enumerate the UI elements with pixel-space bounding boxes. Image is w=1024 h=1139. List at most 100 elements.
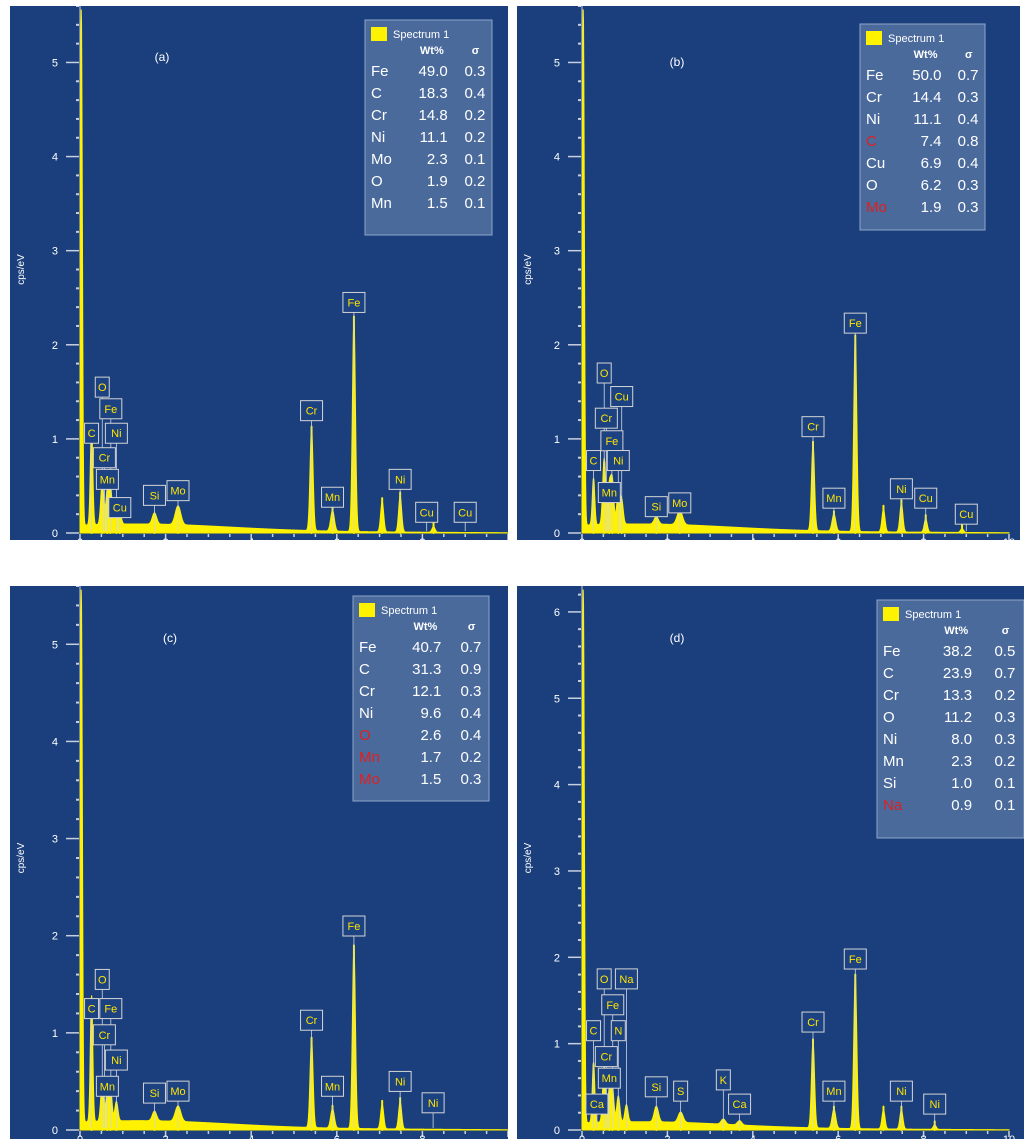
peak-label: Ni	[606, 450, 630, 532]
legend-sigma-value: 0.3	[461, 771, 482, 788]
peak-label: Na	[614, 968, 638, 1129]
spectrum-trace	[79, 589, 508, 1131]
legend-element: Mo	[371, 151, 392, 168]
peak-label: Fe	[843, 312, 867, 532]
svg-text:C: C	[590, 1026, 598, 1038]
peak-label: Fe	[843, 948, 867, 1129]
peak-label: Si	[142, 1082, 166, 1129]
svg-text:Ni: Ni	[428, 1098, 438, 1110]
svg-text:Ni: Ni	[613, 456, 623, 468]
legend-wt-value: 13.3	[943, 687, 972, 704]
legend-wt-value: 50.0	[912, 67, 941, 84]
y-tick-label: 5	[52, 57, 58, 69]
peak-label: Cr	[801, 416, 825, 532]
svg-text:Cu: Cu	[420, 507, 434, 519]
y-tick-label: 4	[52, 736, 58, 748]
y-tick-label: 4	[554, 780, 560, 792]
peak-label: Fe	[342, 915, 366, 1129]
peak-label: Mo	[166, 1080, 190, 1129]
legend-sigma-value: 0.4	[461, 727, 482, 744]
legend-swatch	[371, 27, 387, 41]
legend-sigma-value: 0.4	[958, 111, 979, 128]
svg-text:C: C	[590, 456, 598, 468]
legend-element: Ni	[359, 705, 373, 722]
svg-text:Cr: Cr	[807, 422, 819, 434]
y-axis-label: cps/eV	[16, 254, 27, 285]
y-axis-label: cps/eV	[523, 842, 534, 873]
peak-label: Mn	[95, 1075, 119, 1129]
y-tick-label: 4	[52, 152, 58, 164]
legend-swatch	[883, 607, 899, 621]
y-tick-label: 6	[554, 607, 560, 619]
svg-text:Mn: Mn	[100, 1081, 115, 1093]
legend-sigma-value: 0.2	[464, 173, 485, 190]
legend-header-sigma: σ	[1002, 625, 1010, 637]
peak-label: Cu	[954, 503, 978, 532]
y-tick-label: 3	[52, 834, 58, 846]
svg-text:Ni: Ni	[896, 1086, 906, 1098]
svg-text:Cr: Cr	[807, 1017, 819, 1029]
legend-sigma-value: 0.4	[461, 705, 482, 722]
peak-label: Cr	[594, 407, 618, 532]
legend-wt-value: 14.8	[419, 107, 448, 124]
svg-text:Mo: Mo	[672, 498, 687, 510]
svg-text:O: O	[98, 382, 107, 394]
legend-swatch	[359, 603, 375, 617]
peak-label: Cu	[914, 487, 938, 532]
peak-label: Si	[644, 496, 668, 532]
svg-text:Mn: Mn	[826, 1086, 841, 1098]
legend-element: Cr	[371, 107, 387, 124]
legend-element: C	[883, 665, 894, 682]
legend-element: C	[866, 133, 877, 150]
svg-text:Mn: Mn	[100, 474, 115, 486]
svg-text:Fe: Fe	[605, 436, 618, 448]
y-tick-label: 1	[554, 434, 560, 446]
legend-wt-value: 31.3	[412, 661, 441, 678]
legend-wt-value: 1.0	[951, 775, 972, 792]
svg-text:Cr: Cr	[99, 453, 111, 465]
x-tick-label: 2	[163, 537, 169, 540]
legend-swatch	[866, 31, 882, 45]
peak-label: Mo	[166, 480, 190, 532]
svg-text:K: K	[720, 1075, 728, 1087]
legend-sigma-value: 0.3	[958, 177, 979, 194]
svg-text:Mn: Mn	[826, 493, 841, 505]
legend-wt-value: 14.4	[912, 89, 941, 106]
legend-sigma-value: 0.3	[994, 731, 1015, 748]
y-axis-label: cps/eV	[16, 842, 27, 873]
svg-text:Ni: Ni	[930, 1099, 940, 1111]
panel-label: (c)	[163, 631, 177, 645]
x-tick-label: 4	[248, 1134, 254, 1139]
peak-label: Mn	[597, 1067, 621, 1129]
peak-label: Cu	[108, 497, 132, 532]
peak-label: Ca	[585, 1093, 609, 1129]
svg-text:O: O	[98, 974, 107, 986]
legend-element: O	[866, 177, 878, 194]
svg-text:Cr: Cr	[306, 406, 318, 418]
peak-label: Mn	[822, 1080, 846, 1129]
legend-sigma-value: 0.4	[464, 85, 485, 102]
legend-element: Cr	[866, 89, 882, 106]
legend-box: Spectrum 1 Wt% σ Fe 50.0 0.7 Cr 14.4 0.3 Ni 11.1 0.…	[859, 23, 986, 231]
x-tick-label: 4	[248, 537, 254, 540]
legend-sigma-value: 0.7	[461, 639, 482, 656]
y-tick-label: 5	[554, 57, 560, 69]
spectrum-panel-a: 0 1 2 3 4 5 0 2 4 6 8 cps/eV O Fe C Ni Cr Mn Cu Si Mo Cr Fe Mn N…	[10, 6, 508, 540]
x-tick-label: 6	[334, 1134, 340, 1139]
svg-text:Si: Si	[651, 502, 661, 514]
svg-text:Fe: Fe	[849, 954, 862, 966]
svg-text:Cu: Cu	[458, 507, 472, 519]
svg-text:Fe: Fe	[104, 404, 117, 416]
legend-sigma-value: 0.2	[994, 753, 1015, 770]
peak-label: Cr	[801, 1011, 825, 1129]
legend-wt-value: 7.4	[921, 133, 942, 150]
svg-text:S: S	[677, 1086, 684, 1098]
legend-sigma-value: 0.1	[994, 775, 1015, 792]
svg-text:O: O	[600, 974, 609, 986]
legend-sigma-value: 0.7	[958, 67, 979, 84]
legend-header-wt: Wt%	[944, 625, 968, 637]
svg-text:Mo: Mo	[170, 1086, 185, 1098]
svg-text:O: O	[600, 368, 609, 380]
legend-sigma-value: 0.2	[461, 749, 482, 766]
spectrum-trace	[581, 9, 1010, 534]
